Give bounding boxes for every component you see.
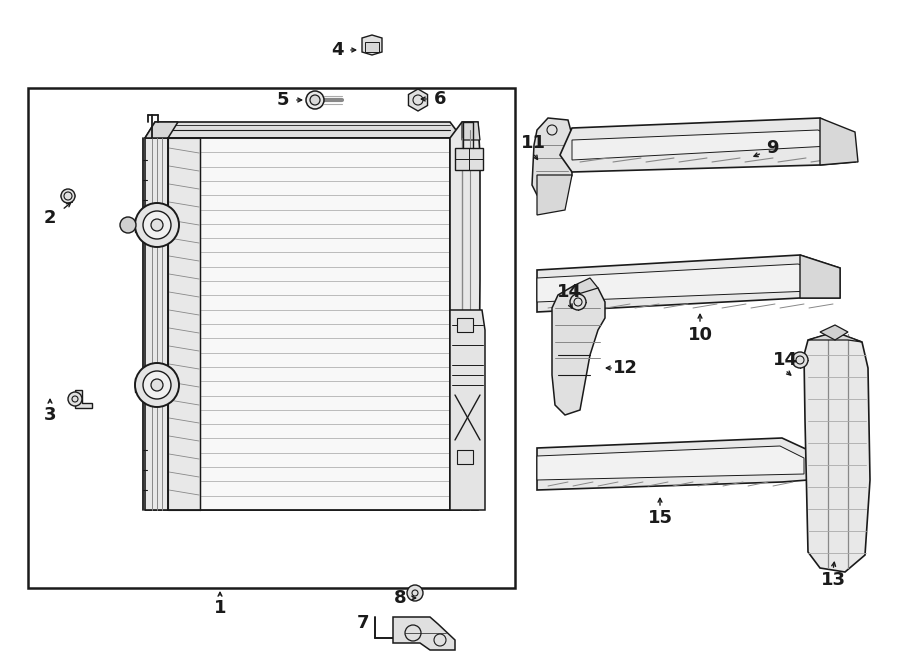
Text: 14: 14 (556, 283, 581, 301)
Polygon shape (537, 255, 840, 312)
Polygon shape (532, 118, 572, 195)
Polygon shape (145, 495, 462, 510)
Text: 6: 6 (434, 90, 446, 108)
Text: 1: 1 (214, 599, 226, 617)
Polygon shape (393, 617, 455, 650)
Circle shape (61, 189, 75, 203)
Polygon shape (145, 122, 178, 138)
Polygon shape (75, 390, 92, 408)
Polygon shape (462, 122, 480, 140)
Text: 4: 4 (331, 41, 343, 59)
Polygon shape (537, 175, 572, 215)
Polygon shape (560, 118, 855, 172)
Polygon shape (145, 138, 168, 510)
Text: 5: 5 (277, 91, 289, 109)
Polygon shape (820, 118, 858, 165)
Polygon shape (820, 325, 848, 340)
Circle shape (143, 211, 171, 239)
Polygon shape (572, 130, 848, 160)
Circle shape (135, 363, 179, 407)
Polygon shape (808, 332, 862, 342)
Polygon shape (450, 122, 480, 510)
Polygon shape (409, 89, 428, 111)
Text: 10: 10 (688, 326, 713, 344)
Text: 8: 8 (393, 589, 406, 607)
Polygon shape (168, 138, 200, 510)
Polygon shape (135, 218, 148, 232)
Circle shape (151, 379, 163, 391)
Polygon shape (450, 310, 485, 510)
Text: 7: 7 (356, 614, 369, 632)
Circle shape (143, 371, 171, 399)
Text: 12: 12 (613, 359, 637, 377)
Circle shape (68, 392, 82, 406)
Text: 14: 14 (772, 351, 797, 369)
Text: 15: 15 (647, 509, 672, 527)
Text: 9: 9 (766, 139, 778, 157)
Circle shape (151, 219, 163, 231)
Polygon shape (537, 264, 836, 302)
Text: 13: 13 (821, 571, 845, 589)
Circle shape (407, 585, 423, 601)
Polygon shape (135, 378, 148, 392)
Polygon shape (804, 332, 870, 572)
Bar (28, 88, 515, 588)
Polygon shape (145, 122, 462, 138)
Circle shape (135, 203, 179, 247)
Text: 3: 3 (44, 406, 56, 424)
Polygon shape (552, 285, 605, 415)
Bar (457, 450, 473, 464)
Circle shape (120, 217, 136, 233)
Bar (457, 318, 473, 332)
Polygon shape (362, 35, 382, 55)
Bar (168, 138, 450, 510)
Circle shape (792, 352, 808, 368)
Polygon shape (575, 278, 598, 295)
Text: 2: 2 (44, 209, 56, 227)
Circle shape (570, 294, 586, 310)
Polygon shape (537, 438, 808, 490)
Polygon shape (800, 255, 840, 298)
Polygon shape (537, 446, 804, 480)
Circle shape (306, 91, 324, 109)
Text: 11: 11 (520, 134, 545, 152)
Circle shape (310, 95, 320, 105)
Bar (365, 42, 379, 52)
Bar (455, 148, 483, 170)
